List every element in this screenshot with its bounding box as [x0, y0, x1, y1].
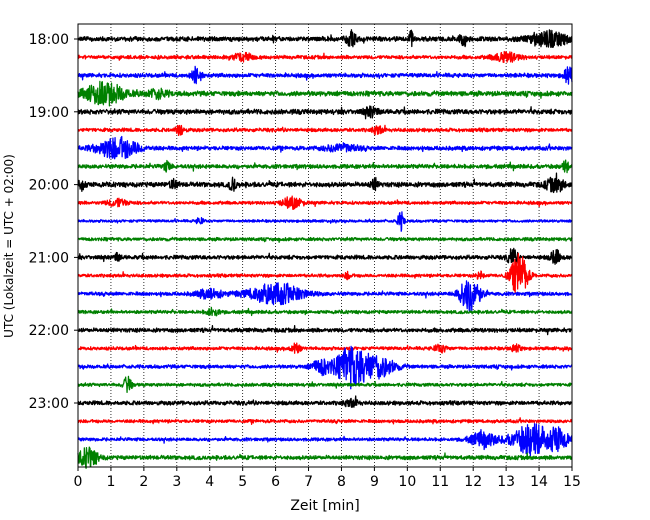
x-tick-label-12: 12 [464, 474, 482, 490]
trace-lines [77, 29, 573, 469]
y-tick-label-1: 19:00 [29, 105, 69, 121]
x-tick-label-4: 4 [205, 474, 214, 490]
trace-1800 [77, 29, 573, 48]
x-tick-label-7: 7 [304, 474, 313, 490]
trace-1900 [77, 105, 573, 120]
y-tick-label-3: 21:00 [29, 250, 69, 266]
trace-2030 [77, 211, 573, 232]
x-tick-label-3: 3 [172, 474, 181, 490]
x-tick-label-2: 2 [139, 474, 148, 490]
x-axis-ticks: 0 1 2 3 4 5 6 7 8 9 10 11 12 13 14 15 [74, 467, 581, 490]
y-tick-label-2: 20:00 [29, 178, 69, 194]
x-tick-label-11: 11 [431, 474, 449, 490]
trace-2230 [77, 345, 573, 390]
trace-2200 [77, 324, 573, 336]
trace-2115 [77, 252, 573, 295]
y-axis-label: UTC (Lokalzeit = UTC + 02:00) [2, 154, 16, 338]
y-tick-label-5: 23:00 [29, 396, 69, 412]
trace-2215 [77, 342, 573, 354]
y-tick-label-4: 22:00 [29, 323, 69, 339]
x-tick-label-0: 0 [74, 474, 83, 490]
x-axis-label: Zeit [min] [290, 498, 359, 514]
trace-1945 [77, 159, 573, 174]
grid-lines [110, 24, 540, 467]
trace-2130 [77, 280, 573, 313]
x-tick-label-6: 6 [271, 474, 280, 490]
y-axis-ticks: 18:00 19:00 20:00 21:00 22:00 23:00 [29, 32, 78, 412]
trace-2245 [77, 375, 573, 394]
plot-frame [77, 23, 573, 468]
trace-2300 [77, 395, 573, 408]
y-tick-label-0: 18:00 [29, 32, 69, 48]
x-tick-label-14: 14 [530, 474, 548, 490]
trace-2015 [77, 195, 573, 211]
trace-2345 [77, 446, 573, 469]
trace-2145 [77, 306, 573, 317]
x-tick-label-15: 15 [563, 474, 581, 490]
trace-2045 [77, 236, 573, 243]
trace-2330 [77, 423, 573, 457]
trace-2100 [77, 247, 573, 265]
x-tick-label-5: 5 [238, 474, 247, 490]
trace-1845 [77, 80, 573, 107]
trace-1815 [77, 50, 573, 63]
x-tick-label-13: 13 [497, 474, 515, 490]
x-tick-label-1: 1 [106, 474, 115, 490]
x-tick-label-10: 10 [398, 474, 416, 490]
x-tick-label-9: 9 [370, 474, 379, 490]
trace-1930 [77, 135, 573, 160]
trace-1830 [77, 65, 573, 85]
x-tick-label-8: 8 [337, 474, 346, 490]
trace-2000 [77, 172, 573, 194]
trace-2315 [77, 417, 573, 425]
trace-1915 [77, 124, 573, 136]
